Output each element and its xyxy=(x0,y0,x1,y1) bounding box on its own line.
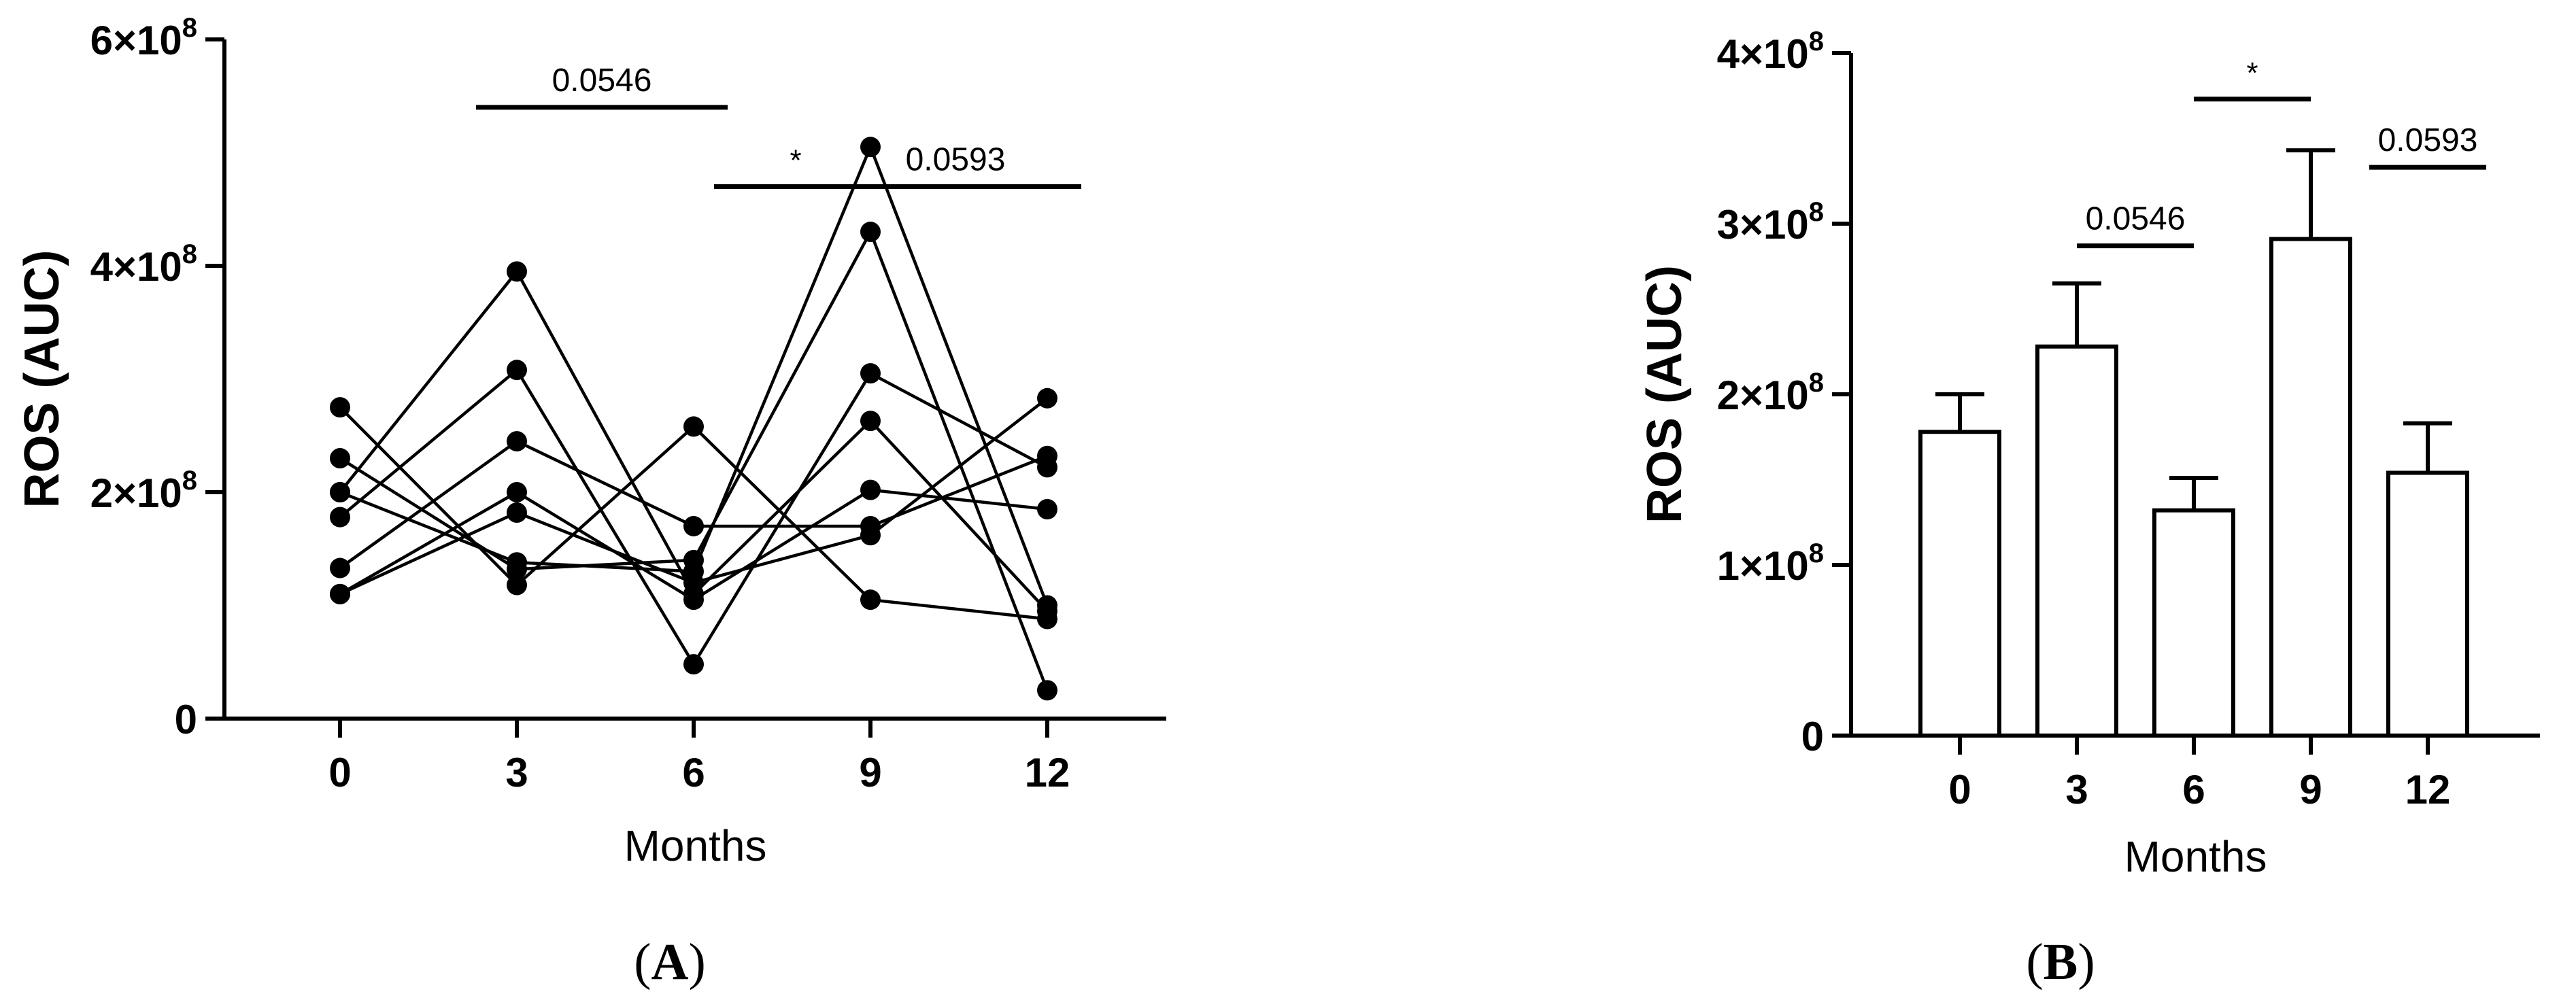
y-tick-label: 4×108 xyxy=(90,239,197,290)
significance-label: 0.0593 xyxy=(906,141,1006,177)
x-tick-label: 0 xyxy=(1948,767,1971,812)
data-point xyxy=(1037,388,1057,409)
data-point xyxy=(507,431,527,452)
data-point xyxy=(1037,498,1057,519)
y-tick-label: 3×108 xyxy=(1717,197,1824,247)
y-axis-label: ROS (AUC) xyxy=(15,250,69,509)
data-point xyxy=(507,360,527,381)
y-tick-label: 0 xyxy=(1801,714,1824,759)
data-point xyxy=(683,416,704,437)
data-point xyxy=(330,397,350,418)
x-tick-label: 0 xyxy=(328,750,351,795)
x-axis-label: Months xyxy=(624,821,767,870)
data-point xyxy=(1037,600,1057,621)
significance-label: 0.0546 xyxy=(2086,201,2186,237)
chart-a: 0 2×108 4×108 6×108 0 3 6 9 12 Months ROS (AUC) 0.0… xyxy=(15,13,1166,870)
y-tick-label: 2×108 xyxy=(90,466,197,516)
series-line xyxy=(339,143,1049,606)
x-tick-label: 6 xyxy=(2182,767,2205,812)
data-point xyxy=(330,482,350,502)
data-point xyxy=(507,502,527,523)
data-point xyxy=(1037,445,1057,466)
y-tick-label: 6×108 xyxy=(90,13,197,63)
data-point xyxy=(860,222,881,243)
x-tick-label: 6 xyxy=(682,750,705,795)
data-point xyxy=(860,137,881,158)
x-tick-label: 9 xyxy=(859,750,881,795)
data-point xyxy=(683,515,704,536)
significance-label: * xyxy=(2246,56,2258,90)
significance-label: 0.0593 xyxy=(2378,122,2478,158)
series-line xyxy=(339,228,1049,691)
y-axis-label: ROS (AUC) xyxy=(1638,265,1692,523)
x-tick-label: 3 xyxy=(2065,767,2088,812)
data-point xyxy=(330,557,350,579)
bar xyxy=(2035,344,2118,738)
panel-label-b: (B) xyxy=(2026,933,2095,991)
panel-label-a: (A) xyxy=(634,933,706,991)
bar xyxy=(1918,430,2001,738)
data-point xyxy=(683,589,704,610)
x-tick-label: 9 xyxy=(2299,767,2322,812)
data-point xyxy=(330,448,350,469)
data-point xyxy=(507,482,527,502)
data-point xyxy=(330,506,350,528)
bar xyxy=(2152,508,2235,738)
data-point xyxy=(330,583,350,604)
data-point xyxy=(683,572,704,593)
data-point xyxy=(507,261,527,282)
data-point xyxy=(860,411,881,432)
series-line xyxy=(339,439,1048,570)
x-tick-label: 12 xyxy=(1025,750,1070,795)
bar xyxy=(2269,237,2352,738)
data-point xyxy=(683,654,704,675)
x-tick-label: 12 xyxy=(2405,767,2451,812)
x-axis-label: Months xyxy=(2124,832,2267,881)
data-point xyxy=(1037,680,1057,701)
data-point xyxy=(860,363,881,384)
y-tick-label: 1×108 xyxy=(1717,538,1824,589)
data-point xyxy=(507,574,527,596)
data-point xyxy=(860,525,881,546)
significance-label: * xyxy=(790,143,801,177)
data-point xyxy=(507,552,527,573)
y-tick-label: 0 xyxy=(175,697,197,742)
data-point xyxy=(860,479,881,500)
data-point xyxy=(860,589,881,610)
x-tick-label: 3 xyxy=(505,750,528,795)
chart-b: 0 1×108 2×108 3×108 4×108 0 3 6 9 12 Months ROS (AU… xyxy=(1638,27,2540,881)
y-tick-label: 2×108 xyxy=(1717,368,1824,418)
y-tick-label: 4×108 xyxy=(1717,27,1824,77)
bar xyxy=(2386,470,2469,738)
significance-label: 0.0546 xyxy=(552,63,652,99)
